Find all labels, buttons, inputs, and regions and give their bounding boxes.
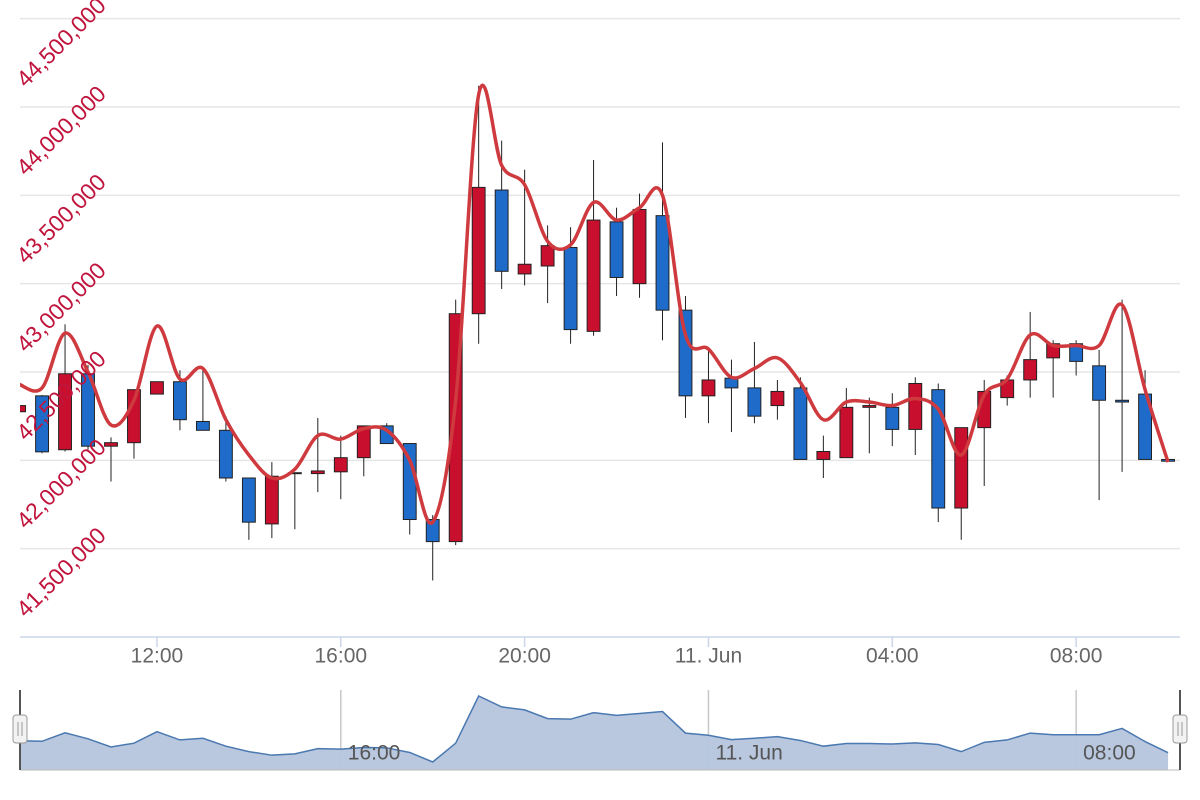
candle-body [218,429,233,479]
candle-body [770,390,785,407]
navigator-label: 08:00 [1083,742,1136,765]
candle-body [241,477,256,523]
candle-body [1115,399,1130,403]
candle-body [494,189,509,272]
candle-body [954,427,969,509]
candle-body [540,245,555,267]
plot-area [20,83,1175,581]
candle-body [862,405,877,408]
candle-body [195,420,210,431]
navigator-handle[interactable] [1172,714,1188,744]
spline-line [20,83,1170,526]
x-tick-label: 11. Jun [675,645,742,668]
x-tick-label: 04:00 [866,645,919,668]
candle-body [793,387,808,460]
x-tick-label: 12:00 [131,645,184,668]
navigator-handle[interactable] [12,714,28,744]
x-tick-label: 08:00 [1050,645,1103,668]
candle-body [150,381,164,395]
candle-body [1092,365,1107,401]
candle-body [517,263,532,275]
candle-body [609,221,624,278]
candle-body [885,406,900,430]
candle-body [333,457,348,473]
navigator-line [19,695,1169,763]
candle-body [931,389,946,509]
candle-body [35,395,49,453]
candle-body [816,451,831,460]
candle-body [701,379,716,397]
x-tick-label: 20:00 [498,645,551,668]
x-tick-label: 16:00 [315,645,368,668]
navigator-label: 11. Jun [715,742,782,765]
candle-body [173,381,187,421]
candle-body [586,219,601,332]
candle-body [839,406,854,459]
candle-body [20,405,27,413]
candle-body [264,475,279,525]
candle-body [471,186,486,315]
candle-body [563,246,578,331]
candle-body [58,373,72,451]
candle-body [1069,343,1084,362]
candle-body [356,425,371,459]
candle-body [908,382,923,430]
candle-body [632,208,647,285]
candle-body [310,470,325,475]
candle-body [655,215,670,311]
navigator-label: 16:00 [348,742,401,765]
candle-body [678,309,693,397]
candle-body [747,387,762,417]
candle-body [104,442,118,447]
candle-body [1023,359,1038,381]
